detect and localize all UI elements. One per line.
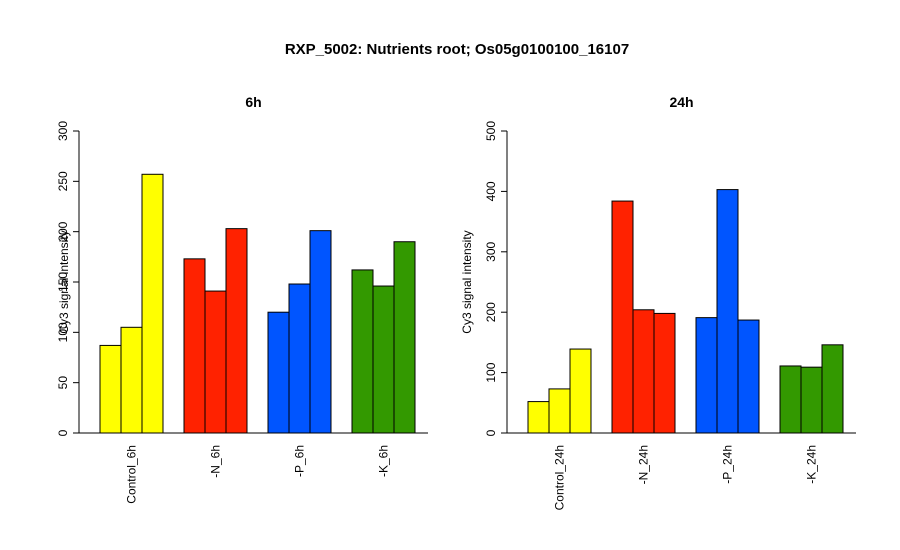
bar (225, 228, 248, 434)
bar (120, 326, 143, 434)
panel-24h: 24h 0 100 200 300 400 500 Cy3 signal intensity C… (460, 94, 856, 510)
bar (99, 344, 122, 434)
y-tick-label: 0 (56, 429, 70, 436)
bar (611, 200, 634, 434)
y-axis-title: Cy3 signal intensity (460, 230, 474, 333)
category-label: -K_6h (377, 445, 391, 477)
category-label: -K_24h (805, 445, 819, 484)
y-tick-label: 500 (484, 121, 498, 141)
y-axis-title: Cy3 signal intensity (57, 230, 71, 333)
category-label: Control_24h (553, 445, 567, 510)
bar (695, 317, 718, 434)
bar (653, 312, 676, 434)
bar (267, 311, 290, 434)
y-tick-label: 200 (56, 221, 70, 241)
bar (569, 348, 592, 434)
panel-title: 6h (245, 94, 261, 110)
y-tick-label: 100 (484, 362, 498, 382)
category-label: -N_24h (637, 445, 651, 484)
category-label: -N_6h (209, 445, 223, 478)
y-tick-label: 100 (56, 322, 70, 342)
bar (800, 366, 823, 434)
category-label: Control_6h (125, 445, 139, 504)
y-tick-label: 150 (56, 272, 70, 292)
y-tick-label: 0 (484, 429, 498, 436)
main-title: RXP_5002: Nutrients root; Os05g0100100_1… (285, 41, 629, 58)
bar (204, 290, 227, 434)
y-tick-label: 250 (56, 171, 70, 191)
bar (288, 283, 311, 434)
bar (821, 344, 844, 434)
y-tick-label: 300 (484, 241, 498, 261)
y-tick-label: 200 (484, 302, 498, 322)
bar (548, 388, 571, 434)
bar (527, 401, 550, 434)
y-tick-label: 50 (56, 376, 70, 390)
bar (141, 173, 164, 434)
y-tick-label: 400 (484, 181, 498, 201)
bar (779, 365, 802, 434)
category-label: -P_6h (293, 445, 307, 477)
panel-6h: 6h 0 50 100 150 200 250 300 Cy3 signal intensity… (56, 94, 428, 504)
bar (183, 258, 206, 434)
bar (716, 189, 739, 434)
category-label: -P_24h (721, 445, 735, 484)
bar (309, 230, 332, 434)
bar (632, 309, 655, 434)
panel-title: 24h (669, 94, 693, 110)
bar (393, 241, 416, 434)
bar (737, 319, 760, 434)
bar (351, 269, 374, 434)
y-tick-label: 300 (56, 121, 70, 141)
bar (372, 285, 395, 434)
